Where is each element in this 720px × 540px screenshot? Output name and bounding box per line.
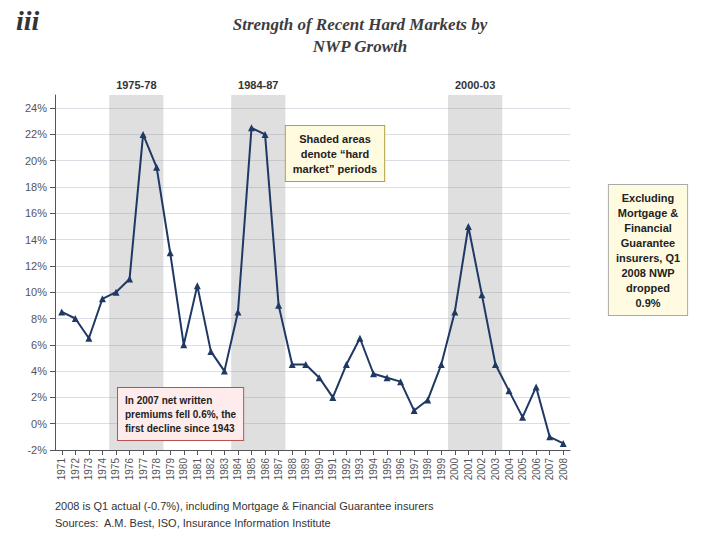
svg-text:2001: 2001: [463, 458, 474, 481]
svg-text:1997: 1997: [409, 458, 420, 481]
svg-text:1977: 1977: [138, 458, 149, 481]
svg-text:In 2007 net written: In 2007 net written: [125, 395, 212, 406]
svg-text:1971: 1971: [56, 458, 67, 481]
svg-text:2000: 2000: [449, 458, 460, 481]
svg-text:1973: 1973: [83, 458, 94, 481]
svg-text:24%: 24%: [25, 102, 47, 114]
svg-text:20%: 20%: [25, 155, 47, 167]
svg-text:2003: 2003: [490, 458, 501, 481]
svg-text:premiums fell 0.6%, the: premiums fell 0.6%, the: [125, 409, 237, 420]
svg-text:18%: 18%: [25, 181, 47, 193]
svg-text:2005: 2005: [517, 458, 528, 481]
svg-text:1999: 1999: [436, 458, 447, 481]
svg-text:1991: 1991: [327, 458, 338, 481]
svg-text:denote “hard: denote “hard: [301, 148, 369, 160]
svg-text:2004: 2004: [504, 458, 515, 481]
svg-text:1975-78: 1975-78: [116, 79, 156, 91]
svg-text:1993: 1993: [354, 458, 365, 481]
svg-text:1987: 1987: [273, 458, 284, 481]
svg-text:14%: 14%: [25, 234, 47, 246]
svg-text:1979: 1979: [165, 458, 176, 481]
svg-text:NWP Growth: NWP Growth: [312, 37, 407, 56]
svg-text:1996: 1996: [395, 458, 406, 481]
svg-text:1978: 1978: [151, 458, 162, 481]
svg-text:Sources: A.M. Best, ISO, Insu: Sources: A.M. Best, ISO, Insurance Infor…: [55, 517, 331, 529]
svg-text:1980: 1980: [178, 458, 189, 481]
svg-text:1972: 1972: [70, 458, 81, 481]
svg-text:1976: 1976: [124, 458, 135, 481]
svg-text:Financial: Financial: [624, 222, 672, 234]
svg-text:1985: 1985: [246, 458, 257, 481]
svg-text:10%: 10%: [25, 286, 47, 298]
svg-text:-2%: -2%: [27, 444, 47, 456]
svg-text:dropped: dropped: [626, 282, 670, 294]
svg-text:insurers, Q1: insurers, Q1: [616, 252, 680, 264]
svg-text:2006: 2006: [531, 458, 542, 481]
svg-text:22%: 22%: [25, 128, 47, 140]
svg-text:1975: 1975: [110, 458, 121, 481]
svg-text:2008 is Q1 actual (-0.7%), inc: 2008 is Q1 actual (-0.7%), including Mor…: [55, 500, 434, 512]
svg-text:2008: 2008: [558, 458, 569, 481]
svg-text:0%: 0%: [31, 418, 47, 430]
svg-text:1981: 1981: [192, 458, 203, 481]
svg-text:Shaded areas: Shaded areas: [299, 133, 371, 145]
svg-text:4%: 4%: [31, 365, 47, 377]
svg-text:iii: iii: [16, 5, 40, 36]
svg-text:1995: 1995: [382, 458, 393, 481]
svg-text:2%: 2%: [31, 391, 47, 403]
svg-text:1986: 1986: [260, 458, 271, 481]
svg-text:1984: 1984: [232, 458, 243, 481]
svg-text:2000-03: 2000-03: [455, 79, 495, 91]
svg-text:0.9%: 0.9%: [635, 297, 660, 309]
svg-text:1982: 1982: [205, 458, 216, 481]
svg-text:2002: 2002: [476, 458, 487, 481]
svg-text:1983: 1983: [219, 458, 230, 481]
svg-text:first decline since 1943: first decline since 1943: [125, 423, 235, 434]
svg-text:1974: 1974: [97, 458, 108, 481]
svg-text:Strength of Recent Hard Market: Strength of Recent Hard Markets by: [233, 15, 488, 34]
svg-text:Mortgage &: Mortgage &: [618, 207, 679, 219]
svg-text:1984-87: 1984-87: [238, 79, 278, 91]
svg-text:Guarantee: Guarantee: [621, 237, 675, 249]
svg-text:2008 NWP: 2008 NWP: [621, 267, 674, 279]
svg-text:1998: 1998: [422, 458, 433, 481]
svg-text:1994: 1994: [368, 458, 379, 481]
svg-text:16%: 16%: [25, 207, 47, 219]
svg-text:market” periods: market” periods: [293, 163, 377, 175]
svg-text:Excluding: Excluding: [622, 192, 675, 204]
svg-text:6%: 6%: [31, 339, 47, 351]
svg-text:2007: 2007: [544, 458, 555, 481]
svg-text:8%: 8%: [31, 313, 47, 325]
svg-text:1988: 1988: [287, 458, 298, 481]
svg-text:1992: 1992: [341, 458, 352, 481]
svg-text:1990: 1990: [314, 458, 325, 481]
svg-text:12%: 12%: [25, 260, 47, 272]
svg-text:1989: 1989: [300, 458, 311, 481]
